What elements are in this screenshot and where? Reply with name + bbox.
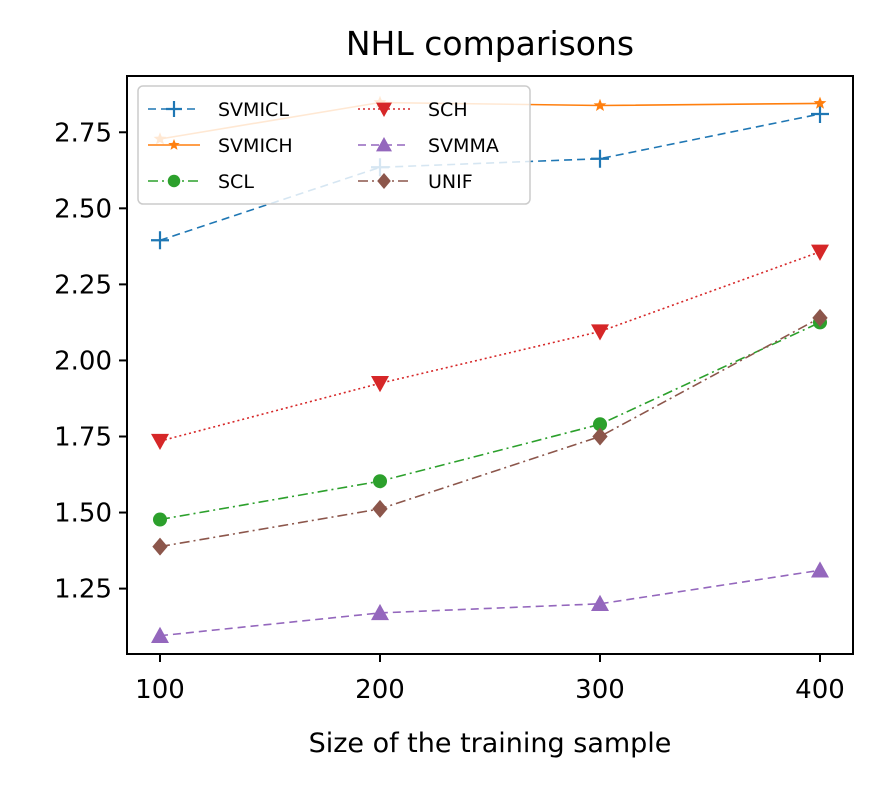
data-point-unif	[592, 427, 608, 446]
data-point-svmma	[371, 603, 389, 621]
series-svmma	[151, 561, 829, 643]
data-point-scl	[152, 512, 168, 527]
plot-frame	[126, 75, 854, 655]
legend-marker	[376, 137, 392, 152]
x-axis-title: Size of the training sample	[309, 728, 672, 759]
series-line-sch	[159, 251, 821, 442]
legend-item-scl: SCL	[148, 171, 254, 193]
legend-label: SCH	[428, 99, 468, 121]
chart-title: NHL comparisons	[346, 24, 634, 63]
y-tick-label: 2.75	[54, 118, 112, 148]
legend-marker	[166, 101, 182, 117]
data-point-svmicl	[811, 105, 829, 124]
legend-label: SVMMA	[428, 135, 499, 157]
data-point-svmma	[591, 594, 609, 612]
data-point-scl	[372, 474, 388, 489]
legend-label: SVMICL	[218, 99, 289, 121]
data-point-sch	[151, 433, 169, 451]
legend-item-svmma: SVMMA	[358, 135, 499, 157]
data-point-scl	[592, 417, 608, 432]
series-sch	[151, 244, 829, 451]
x-tick-label: 400	[795, 675, 845, 705]
x-tick-label: 200	[355, 675, 405, 705]
series-scl	[152, 315, 828, 527]
legend-item-unif: UNIF	[358, 171, 473, 193]
legend-item-sch: SCH	[358, 99, 468, 121]
data-point-sch	[811, 244, 829, 261]
series-line-svmma	[159, 569, 821, 637]
data-point-svmich	[813, 96, 827, 109]
data-point-svmma	[811, 561, 829, 578]
x-tick-label: 300	[575, 675, 625, 705]
y-tick-label: 1.50	[54, 499, 112, 529]
legend-label: SCL	[218, 171, 254, 193]
legend-marker	[168, 139, 180, 150]
legend-marker	[377, 173, 391, 189]
data-point-unif	[152, 537, 168, 556]
legend-marker	[376, 102, 392, 117]
data-point-unif	[372, 499, 388, 518]
series-layer	[151, 95, 829, 643]
data-point-svmma	[151, 626, 169, 643]
data-point-unif	[812, 308, 828, 327]
series-line-scl	[159, 321, 821, 521]
axes-layer: 100 200 300 400 1.25 1.50 1.75 2.00 2.25 2.50 2.75	[54, 118, 845, 705]
legend-item-svmich: SVMICH	[148, 135, 293, 157]
x-tick-label: 100	[135, 675, 185, 705]
y-tick-label: 2.50	[54, 194, 112, 224]
y-tick-label: 1.75	[54, 422, 112, 452]
data-point-svmich	[593, 98, 607, 111]
series-line-unif	[159, 317, 821, 548]
data-point-svmicl	[151, 231, 169, 250]
legend-box	[137, 85, 531, 205]
legend-label: SVMICH	[218, 135, 293, 157]
legend: SVMICL SVMICH SCL SCH SVMMA UNIF	[137, 85, 531, 205]
data-point-sch	[371, 376, 389, 393]
series-unif	[152, 308, 828, 556]
y-tick-label: 2.00	[54, 346, 112, 376]
legend-item-svmicl: SVMICL	[148, 99, 289, 121]
y-tick-label: 2.25	[54, 270, 112, 300]
data-point-sch	[591, 324, 609, 341]
legend-label: UNIF	[428, 171, 473, 193]
data-point-svmicl	[591, 149, 609, 168]
legend-marker	[167, 174, 181, 188]
y-tick-label: 1.25	[54, 575, 112, 605]
